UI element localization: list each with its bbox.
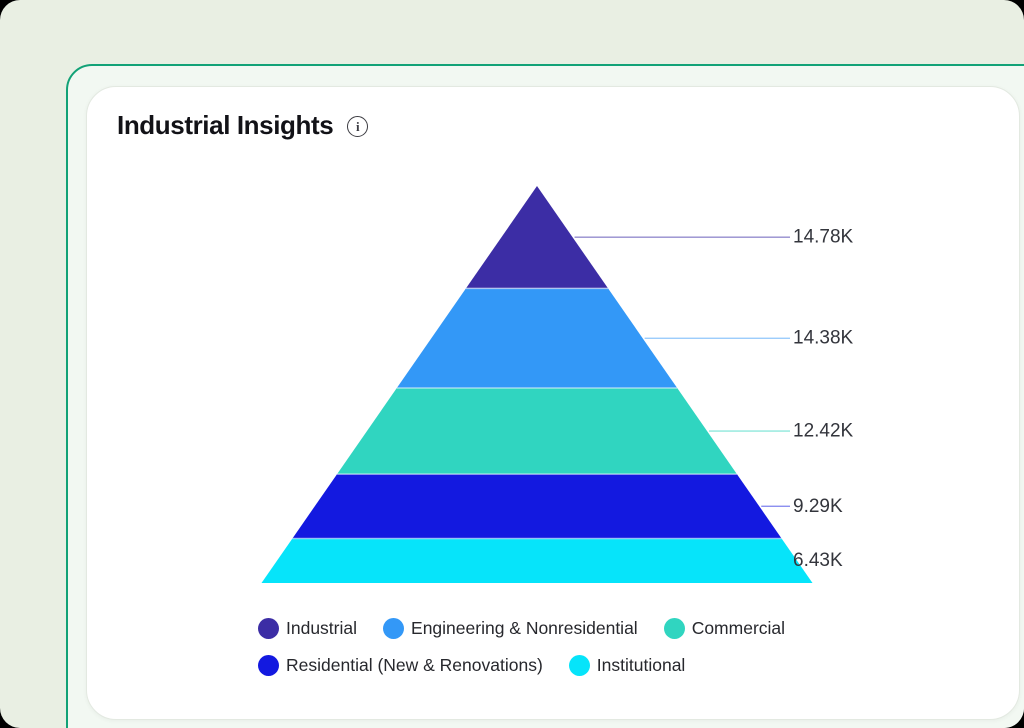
pyramid-segment-residential-new-renovations[interactable] [292, 474, 782, 539]
legend-dot-commercial [663, 618, 685, 639]
legend-label: Commercial [691, 618, 786, 638]
pyramid-segment-engineering-nonresidential[interactable] [396, 288, 678, 389]
value-label-industrial: 14.78K [793, 227, 854, 248]
info-icon[interactable]: i [347, 116, 369, 137]
legend-label: Industrial [286, 618, 358, 638]
legend-label: Residential (New & Renovations) [286, 655, 543, 675]
legend-dot-engineering-nonresidential [383, 618, 405, 639]
value-label-commercial: 12.42K [793, 421, 854, 442]
value-label-engineering-nonresidential: 14.38K [793, 328, 854, 349]
legend-dot-residential-new-renovations [258, 655, 279, 676]
pyramid-segment-institutional[interactable] [261, 538, 813, 583]
legend-item-commercial[interactable]: Commercial [663, 618, 786, 639]
legend-dot-institutional [568, 655, 590, 676]
page-title: Industrial Insights [117, 110, 334, 140]
legend-label: Institutional [596, 655, 686, 675]
legend-item-institutional[interactable]: Institutional [568, 655, 686, 676]
chart-legend: Industrial Engineering & Nonresidential Co… [258, 618, 844, 676]
card-header: Industrial Insights i [117, 110, 369, 141]
legend-label: Engineering & Nonresidential [411, 618, 638, 638]
pyramid-segment-commercial[interactable] [337, 388, 737, 475]
value-label-institutional: 6.43K [793, 550, 843, 571]
value-label-residential-new-renovations: 9.29K [793, 496, 843, 517]
legend-item-residential-new-renovations[interactable]: Residential (New & Renovations) [258, 655, 543, 676]
legend-item-industrial[interactable]: Industrial [258, 618, 357, 639]
legend-item-engineering-nonresidential[interactable]: Engineering & Nonresidential [383, 618, 638, 639]
pyramid-segment-industrial[interactable] [465, 186, 609, 289]
legend-dot-industrial [258, 618, 279, 639]
